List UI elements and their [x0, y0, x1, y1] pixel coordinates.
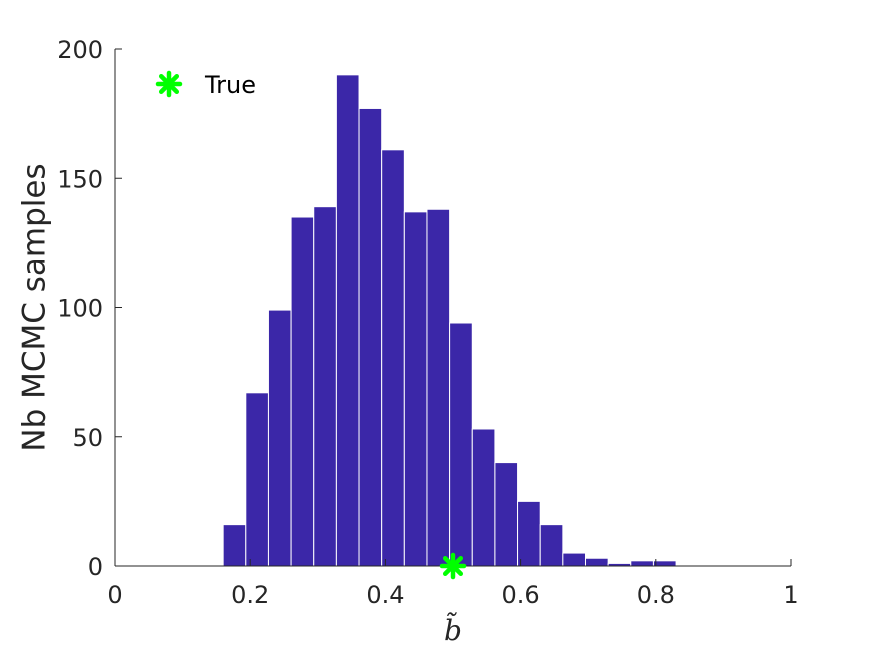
x-axis-label: b̃	[444, 612, 462, 647]
legend: True	[155, 70, 256, 99]
histogram-bar	[335, 74, 360, 567]
histogram-bar	[562, 552, 586, 567]
y-tick-label: 0	[88, 553, 103, 581]
x-tick-label: 0.2	[231, 581, 269, 609]
histogram-bar	[426, 208, 451, 567]
histogram-bar	[449, 322, 473, 567]
true-value-star-icon	[439, 552, 467, 580]
y-axis-label: Nb MCMC samples	[17, 163, 53, 451]
histogram-bar	[267, 309, 292, 567]
bars-group	[222, 74, 677, 567]
legend-label-true: True	[204, 71, 256, 99]
histogram-bar	[630, 560, 654, 567]
histogram-bar	[471, 428, 496, 567]
histogram-bar	[245, 392, 269, 567]
true-value-marker	[439, 552, 467, 580]
y-tick-label: 150	[57, 165, 103, 193]
x-tick-label: 0.6	[502, 581, 540, 609]
y-tick-label: 100	[57, 295, 103, 323]
histogram-bar	[222, 524, 247, 567]
x-tick-label: 0	[107, 581, 122, 609]
histogram-bar	[539, 524, 564, 567]
x-ticks-group: 0 0.2 0.4 0.6 0.8 1	[107, 559, 799, 609]
x-tick-label: 1	[783, 581, 798, 609]
y-tick-label: 50	[72, 424, 103, 452]
y-tick-label: 200	[57, 36, 103, 64]
histogram-bar	[517, 500, 541, 567]
legend-marker-icon	[155, 70, 183, 98]
histogram-bar	[652, 560, 677, 567]
histogram-bar	[584, 557, 609, 567]
legend-star-icon	[155, 70, 183, 98]
histogram-bar	[494, 462, 519, 567]
x-tick-label: 0.8	[637, 581, 675, 609]
histogram-bar	[313, 206, 337, 567]
histogram-bar	[358, 107, 383, 567]
histogram-bar	[381, 149, 405, 567]
x-tick-label: 0.4	[366, 581, 404, 609]
histogram-bar	[403, 211, 428, 567]
y-ticks-group: 0 50 100 150 200	[57, 36, 122, 581]
histogram-bar	[290, 216, 315, 567]
